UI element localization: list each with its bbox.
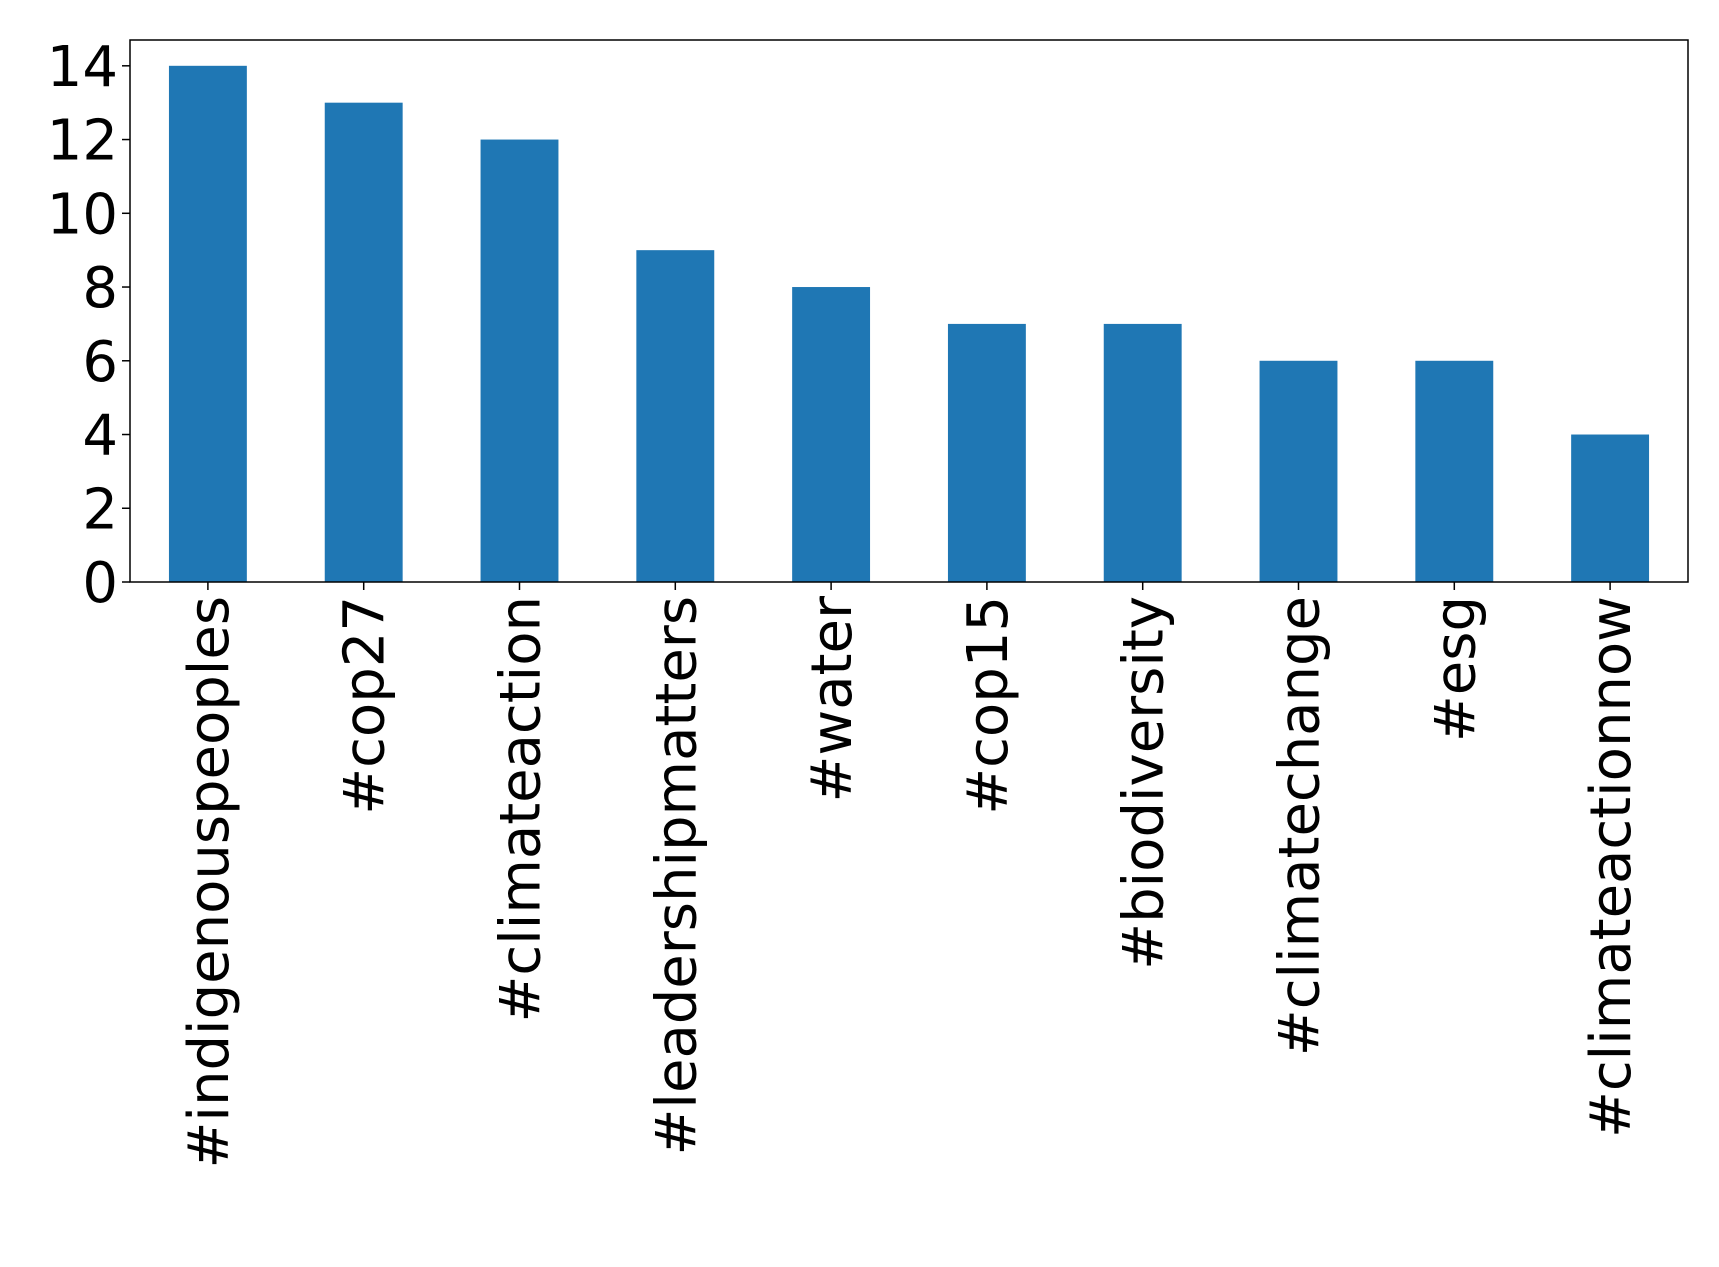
bar-biodiversity xyxy=(1103,323,1182,582)
bar-climateaction xyxy=(480,139,559,582)
y-tick-label: 8 xyxy=(82,256,118,321)
x-tick-label: #water xyxy=(800,595,865,802)
bar-leadershipmatters xyxy=(636,250,715,582)
x-tick-label: #biodiversity xyxy=(1112,596,1177,970)
y-tick-label: 14 xyxy=(47,35,118,100)
plot-frame xyxy=(129,39,1689,583)
x-tick-label: #esg xyxy=(1423,596,1488,742)
bar-indigenouspeoples xyxy=(168,65,247,583)
y-tick-label: 2 xyxy=(82,477,118,542)
bar-cop15 xyxy=(947,323,1026,582)
x-tick-label: #cop27 xyxy=(333,596,398,815)
y-tick-label: 4 xyxy=(82,404,118,469)
x-axis: #indigenouspeoples #cop27 #climateaction #l… xyxy=(177,582,1644,1169)
bars-group xyxy=(168,65,1650,583)
bar-climatechange xyxy=(1259,360,1338,582)
y-tick-label: 10 xyxy=(47,182,118,247)
x-tick-label: #climateactionnow xyxy=(1579,596,1644,1138)
y-tick-label: 12 xyxy=(47,109,118,174)
x-tick-label: #climateaction xyxy=(489,596,554,1022)
bar-cop27 xyxy=(324,102,403,583)
y-tick-label: 6 xyxy=(82,330,118,395)
bar-esg xyxy=(1415,360,1494,582)
x-tick-label: #cop15 xyxy=(956,596,1021,815)
bar-climateactionnow xyxy=(1571,434,1650,582)
x-tick-label: #leadershipmatters xyxy=(644,596,709,1155)
y-axis: 0 2 4 6 8 10 12 14 xyxy=(47,35,130,616)
bar-water xyxy=(792,287,871,582)
y-tick-label: 0 xyxy=(82,551,118,616)
x-tick-label: #indigenouspeoples xyxy=(177,596,242,1169)
x-tick-label: #climatechange xyxy=(1268,596,1333,1056)
